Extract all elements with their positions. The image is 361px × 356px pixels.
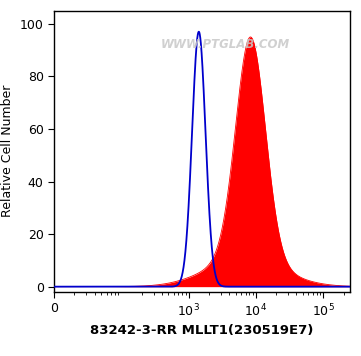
Y-axis label: Relative Cell Number: Relative Cell Number <box>1 85 14 218</box>
X-axis label: 83242-3-RR MLLT1(230519E7): 83242-3-RR MLLT1(230519E7) <box>91 324 314 337</box>
Text: WWW.PTGLAB.COM: WWW.PTGLAB.COM <box>161 38 291 51</box>
